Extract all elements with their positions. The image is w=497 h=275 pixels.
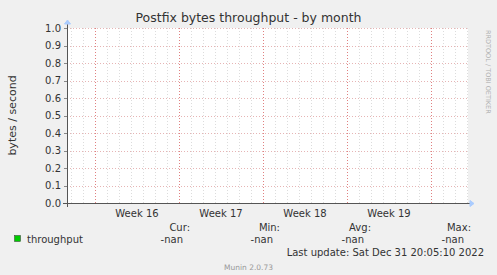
y-tick (64, 116, 67, 117)
y-tick (64, 81, 67, 82)
x-grid-line (347, 28, 348, 203)
y-tick-label: 0.0 (45, 198, 61, 209)
y-tick (64, 98, 67, 99)
minor-grid-line (167, 28, 168, 203)
y-tick-label: 0.7 (45, 75, 61, 86)
y-grid-line (67, 116, 468, 117)
minor-grid-line (83, 28, 84, 203)
y-tick (64, 168, 67, 169)
minor-grid-line (119, 28, 120, 203)
x-grid-line (263, 28, 264, 203)
minor-grid-line (395, 28, 396, 203)
y-grid-line (67, 28, 468, 29)
y-grid-line (67, 186, 468, 187)
y-grid-line (67, 81, 468, 82)
minor-grid-line (71, 28, 72, 203)
x-grid-line (431, 28, 432, 203)
minor-grid-line (203, 28, 204, 203)
minor-grid-line (467, 28, 468, 203)
minor-grid-line (323, 28, 324, 203)
legend-stat: -nan (342, 234, 364, 245)
minor-grid-line (215, 28, 216, 203)
title: Postfix bytes throughput - by month (135, 10, 361, 25)
minor-grid-line (191, 28, 192, 203)
last-update: Last update: Sat Dec 31 20:05:10 2022 (287, 247, 484, 258)
footer: Munin 2.0.73 (224, 263, 273, 272)
x-tick-label: Week 19 (367, 208, 410, 219)
y-tick (64, 133, 67, 134)
legend-column: Min: (259, 222, 280, 233)
minor-grid-line (143, 28, 144, 203)
y-grid-line (67, 63, 468, 64)
y-axis-label: bytes / second (6, 75, 19, 155)
y-grid-line (67, 46, 468, 47)
y-tick (64, 46, 67, 47)
y-tick (64, 151, 67, 152)
y-tick (64, 28, 67, 29)
minor-grid-line (239, 28, 240, 203)
y-axis-arrow (65, 20, 71, 24)
background (0, 0, 497, 275)
x-axis (63, 203, 470, 204)
x-axis-arrow (470, 201, 474, 207)
y-tick (64, 186, 67, 187)
y-tick-label: 0.5 (45, 110, 61, 121)
x-grid-line (179, 28, 180, 203)
legend-column: Max: (447, 222, 471, 233)
y-grid-line (67, 151, 468, 152)
minor-grid-line (287, 28, 288, 203)
minor-grid-line (299, 28, 300, 203)
legend-stat: -nan (251, 234, 273, 245)
grid (67, 28, 468, 204)
minor-grid-line (455, 28, 456, 203)
x-tick-label: Week 16 (115, 208, 158, 219)
minor-grid-line (107, 28, 108, 203)
minor-grid-line (419, 28, 420, 203)
y-tick-label: 0.3 (45, 145, 61, 156)
y-tick-label: 0.1 (45, 180, 61, 191)
x-grid-line (95, 28, 96, 203)
plot-area (67, 28, 468, 203)
minor-grid-line (371, 28, 372, 203)
minor-grid-line (407, 28, 408, 203)
legend-column: Avg: (349, 222, 371, 233)
legend-label: throughput (27, 234, 83, 245)
legend-stat: -nan (442, 234, 464, 245)
watermark: RRDTOOL / TOBI OETIKER (484, 30, 492, 114)
y-grid-line (67, 133, 468, 134)
chart: Postfix bytes throughput - by month bytes… (0, 0, 497, 275)
x-tick-label: Week 17 (199, 208, 242, 219)
minor-grid-line (359, 28, 360, 203)
minor-grid-line (443, 28, 444, 203)
y-tick-label: 0.6 (45, 93, 61, 104)
y-tick (64, 63, 67, 64)
minor-grid-line (383, 28, 384, 203)
legend-swatch (15, 236, 21, 242)
legend-column: Cur: (169, 222, 190, 233)
minor-grid-line (311, 28, 312, 203)
y-tick-label: 0.8 (45, 58, 61, 69)
y-tick-label: 0.4 (45, 128, 61, 139)
y-grid-line (67, 168, 468, 169)
y-tick-label: 1.0 (45, 23, 61, 34)
y-tick-label: 0.9 (45, 40, 61, 51)
x-tick-label: Week 18 (283, 208, 326, 219)
minor-grid-line (227, 28, 228, 203)
y-axis (67, 24, 68, 207)
y-grid-line (67, 98, 468, 99)
minor-grid-line (251, 28, 252, 203)
minor-grid-line (275, 28, 276, 203)
legend-stat: -nan (161, 234, 183, 245)
minor-grid-line (131, 28, 132, 203)
minor-grid-line (155, 28, 156, 203)
y-tick-label: 0.2 (45, 163, 61, 174)
minor-grid-line (335, 28, 336, 203)
